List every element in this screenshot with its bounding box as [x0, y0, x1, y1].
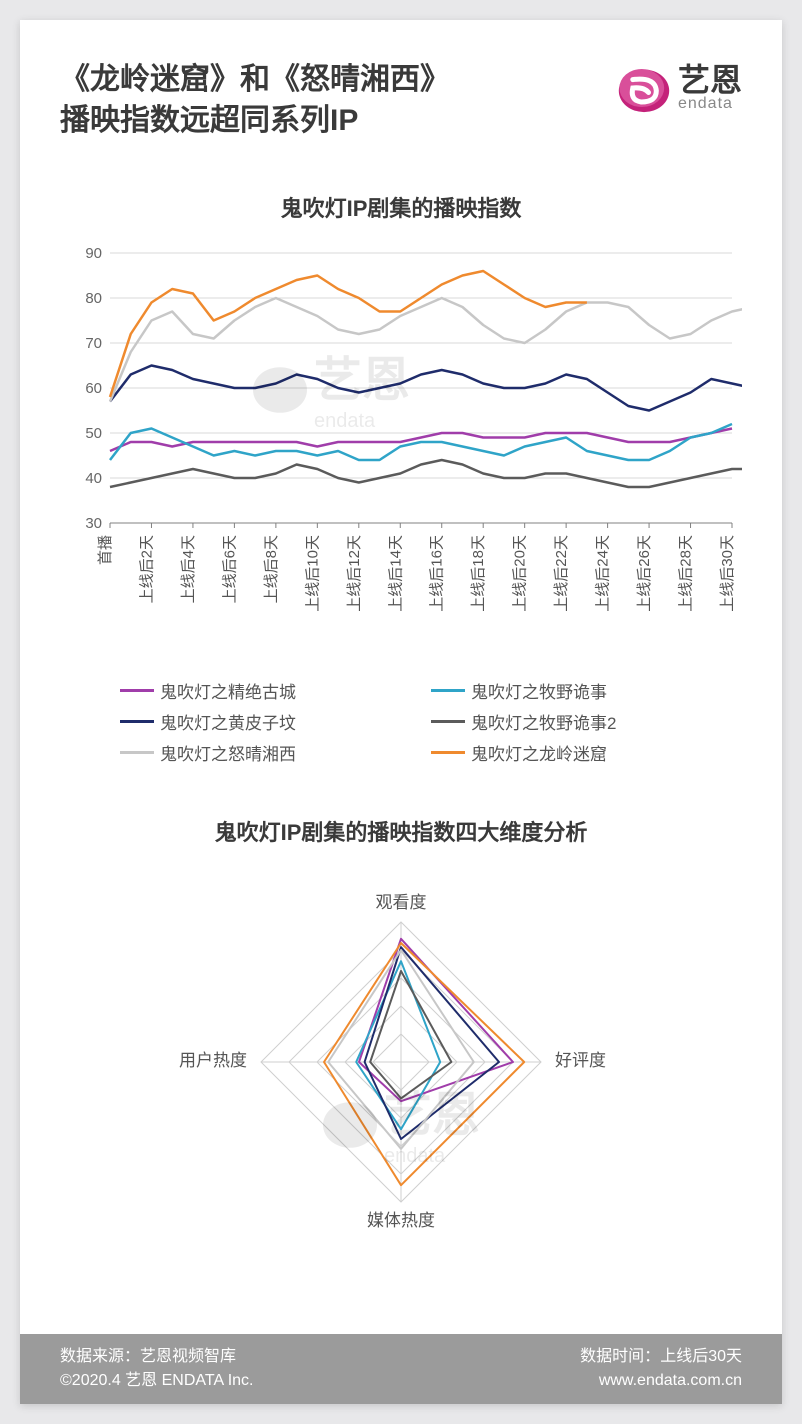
legend-swatch	[120, 720, 154, 723]
legend-label: 鬼吹灯之牧野诡事	[471, 678, 607, 703]
legend-label: 鬼吹灯之黄皮子坟	[160, 709, 296, 734]
legend-item: 鬼吹灯之精绝古城	[120, 678, 391, 703]
brand-logo-icon	[616, 60, 672, 116]
legend-swatch	[431, 751, 465, 754]
svg-text:上线后26天: 上线后26天	[636, 535, 653, 612]
svg-text:上线后8天: 上线后8天	[263, 535, 280, 603]
legend-label: 鬼吹灯之精绝古城	[160, 678, 296, 703]
svg-text:70: 70	[85, 335, 102, 352]
brand-name-en: endata	[678, 96, 742, 112]
title-line-1: 《龙岭迷窟》和《怒晴湘西》	[60, 60, 450, 101]
svg-text:上线后12天: 上线后12天	[346, 535, 363, 612]
line-chart-title: 鬼吹灯IP剧集的播映指数	[20, 191, 782, 223]
svg-text:50: 50	[85, 425, 102, 442]
page-title: 《龙岭迷窟》和《怒晴湘西》 播映指数远超同系列IP	[60, 60, 450, 141]
legend-item: 鬼吹灯之怒晴湘西	[120, 740, 391, 765]
svg-text:首播: 首播	[97, 535, 114, 565]
svg-text:上线后14天: 上线后14天	[387, 535, 404, 612]
svg-text:上线后16天: 上线后16天	[429, 535, 446, 612]
legend-label: 鬼吹灯之龙岭迷窟	[471, 740, 607, 765]
svg-text:上线后4天: 上线后4天	[180, 535, 197, 603]
radar-chart-title: 鬼吹灯IP剧集的播映指数四大维度分析	[20, 815, 782, 847]
legend-swatch	[120, 689, 154, 692]
footer-time: 数据时间：上线后30天	[580, 1345, 742, 1369]
footer-copyright: ©2020.4 艺恩 ENDATA Inc.	[60, 1369, 254, 1393]
svg-text:40: 40	[85, 470, 102, 487]
svg-text:60: 60	[85, 380, 102, 397]
footer-url: www.endata.com.cn	[580, 1369, 742, 1393]
brand-logo: 艺恩 endata	[616, 60, 742, 116]
svg-text:上线后22天: 上线后22天	[553, 535, 570, 612]
radar-chart-svg: 观看度好评度媒体热度 用户热度	[141, 867, 661, 1247]
svg-text:上线后10天: 上线后10天	[304, 535, 321, 612]
legend: 鬼吹灯之精绝古城 鬼吹灯之牧野诡事鬼吹灯之黄皮子坟 鬼吹灯之牧野诡事2 鬼吹灯之怒晴湘…	[20, 638, 782, 785]
svg-text:上线后28天: 上线后28天	[678, 535, 695, 612]
line-chart: 30 40 50 60 70 80 90 首播 上线后2天 上线后4天 上线后6天 上线后8天 上线后1…	[20, 243, 782, 638]
svg-text:80: 80	[85, 290, 102, 307]
title-line-2: 播映指数远超同系列IP	[60, 101, 450, 142]
header: 《龙岭迷窟》和《怒晴湘西》 播映指数远超同系列IP 艺恩 endata	[20, 20, 782, 161]
line-chart-svg: 30 40 50 60 70 80 90 首播 上线后2天 上线后4天 上线后6天 上线后8天 上线后1…	[60, 243, 742, 633]
svg-text:上线后24天: 上线后24天	[595, 535, 612, 612]
legend-item: 鬼吹灯之牧野诡事2	[431, 709, 702, 734]
svg-text:观看度: 观看度	[376, 893, 427, 912]
svg-text:30: 30	[85, 515, 102, 532]
svg-text:上线后2天: 上线后2天	[138, 535, 155, 603]
svg-text:上线后30天: 上线后30天	[719, 535, 736, 612]
legend-item: 鬼吹灯之黄皮子坟	[120, 709, 391, 734]
radar-chart: 观看度好评度媒体热度 用户热度	[20, 867, 782, 1252]
svg-text:上线后6天: 上线后6天	[221, 535, 238, 603]
brand-name-cn: 艺恩	[678, 64, 742, 96]
legend-item: 鬼吹灯之牧野诡事	[431, 678, 702, 703]
legend-swatch	[120, 751, 154, 754]
legend-item: 鬼吹灯之龙岭迷窟	[431, 740, 702, 765]
svg-text:好评度: 好评度	[555, 1051, 606, 1070]
svg-text:上线后20天: 上线后20天	[512, 535, 529, 612]
svg-text:上线后18天: 上线后18天	[470, 535, 487, 612]
legend-label: 鬼吹灯之怒晴湘西	[160, 740, 296, 765]
legend-swatch	[431, 720, 465, 723]
footer-source: 数据来源：艺恩视频智库	[60, 1345, 254, 1369]
svg-text:用户热度: 用户热度	[179, 1051, 247, 1070]
footer: 数据来源：艺恩视频智库 ©2020.4 艺恩 ENDATA Inc. 数据时间：…	[20, 1334, 782, 1404]
legend-label: 鬼吹灯之牧野诡事2	[471, 709, 616, 734]
legend-swatch	[431, 689, 465, 692]
svg-text:媒体热度: 媒体热度	[367, 1211, 435, 1230]
svg-text:90: 90	[85, 245, 102, 262]
